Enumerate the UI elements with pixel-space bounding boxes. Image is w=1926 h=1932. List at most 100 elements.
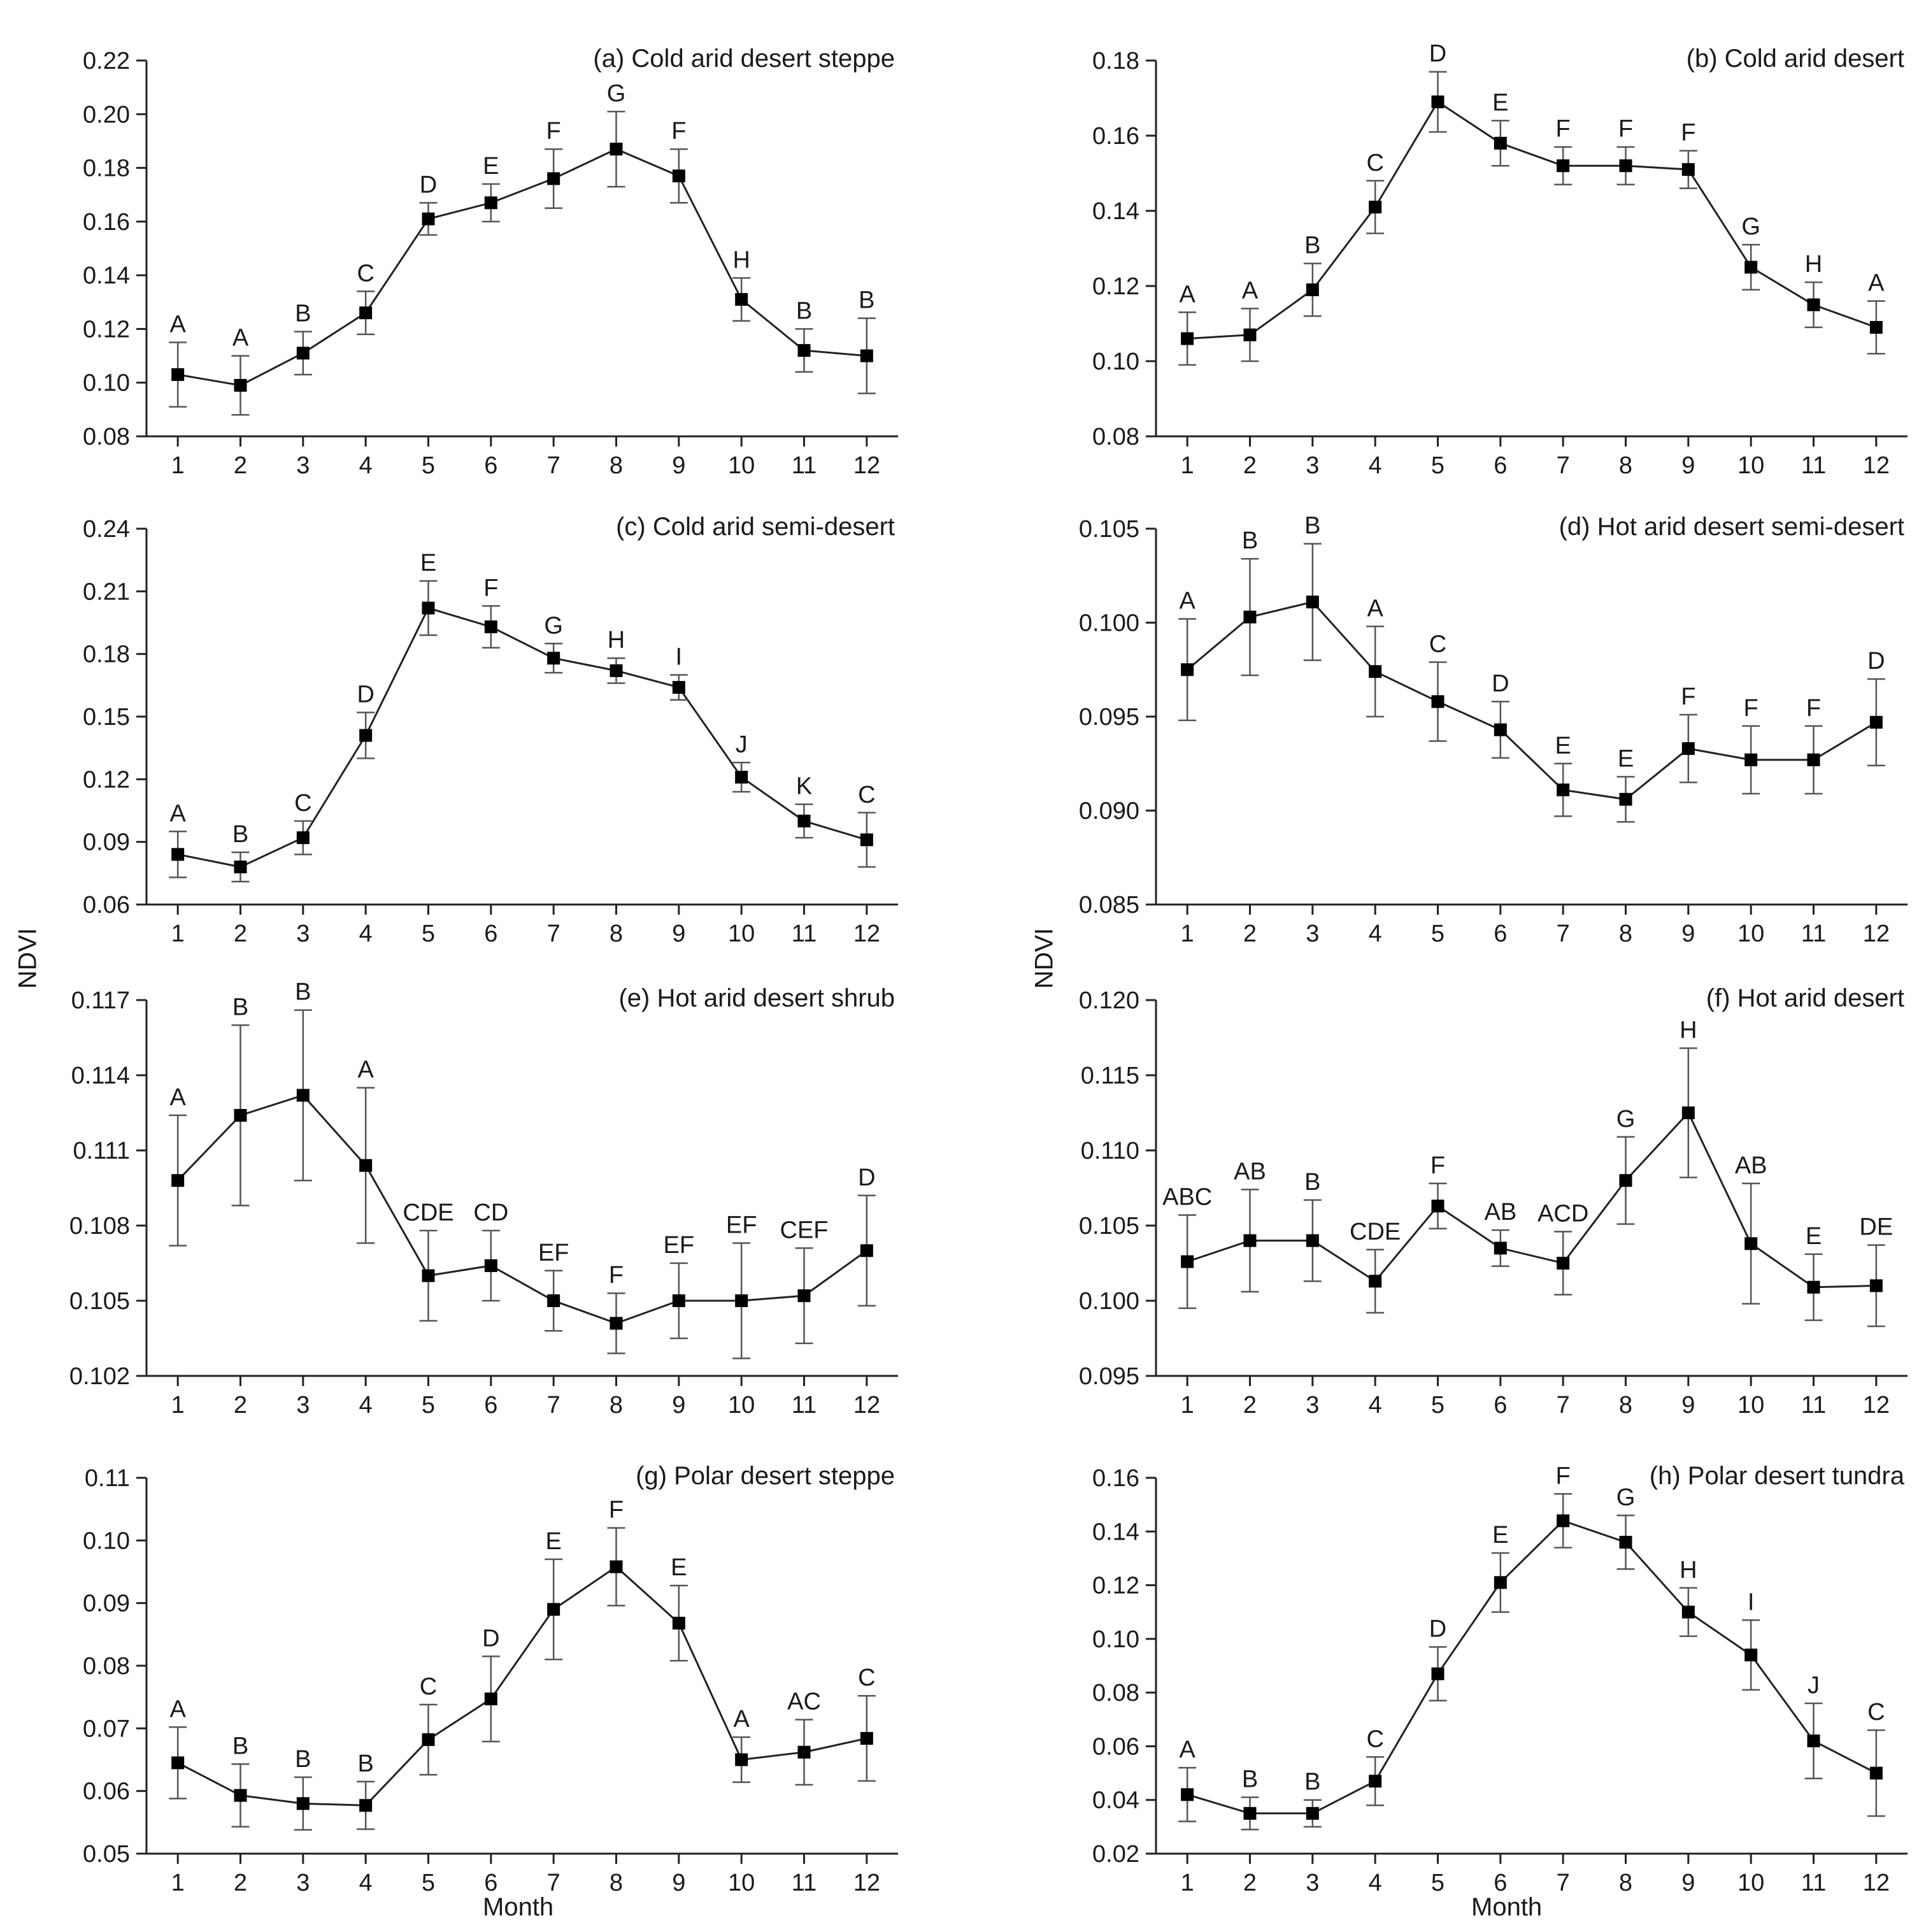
data-point bbox=[672, 1617, 685, 1630]
data-point bbox=[171, 1756, 185, 1770]
y-tick-label: 0.090 bbox=[1079, 798, 1139, 825]
x-tick-label: 6 bbox=[484, 920, 497, 947]
significance-letter: AB bbox=[1735, 1152, 1767, 1179]
x-tick-label: 5 bbox=[1431, 920, 1444, 947]
data-point bbox=[1619, 792, 1632, 806]
data-point bbox=[1557, 784, 1570, 797]
significance-letter: F bbox=[671, 118, 686, 145]
data-point bbox=[547, 1294, 560, 1307]
x-tick-label: 11 bbox=[792, 1392, 817, 1419]
data-point bbox=[359, 1159, 373, 1172]
x-tick-label: 12 bbox=[853, 1870, 880, 1896]
significance-letter: B bbox=[295, 979, 311, 1006]
data-point bbox=[1369, 1775, 1382, 1788]
data-point bbox=[797, 814, 811, 827]
significance-letter: D bbox=[420, 171, 437, 198]
x-tick-label: 4 bbox=[1369, 1392, 1382, 1419]
data-point bbox=[860, 1732, 873, 1745]
x-tick-label: 12 bbox=[1863, 1392, 1890, 1419]
data-point bbox=[1869, 715, 1883, 729]
y-tick-label: 0.08 bbox=[1092, 424, 1139, 450]
significance-letter: ACD bbox=[1537, 1200, 1588, 1227]
significance-letter: CDE bbox=[403, 1199, 453, 1226]
data-point bbox=[1181, 1255, 1194, 1268]
x-tick-label: 11 bbox=[1801, 920, 1826, 947]
panel-title: (g) Polar desert steppe bbox=[636, 1462, 895, 1490]
y-tick-label: 0.117 bbox=[71, 987, 130, 1014]
significance-letter: B bbox=[796, 297, 812, 324]
x-tick-label: 2 bbox=[234, 1870, 247, 1896]
significance-letter: A bbox=[1179, 588, 1195, 615]
y-tick-label: 0.24 bbox=[83, 516, 130, 543]
x-tick-label: 5 bbox=[422, 1870, 435, 1896]
panel-a: 0.080.100.120.140.160.180.200.221 2 3 4 5 6 7 8… bbox=[83, 45, 898, 479]
significance-letter: E bbox=[1555, 733, 1571, 759]
y-tick-label: 0.14 bbox=[1092, 1519, 1139, 1545]
y-tick-label: 0.105 bbox=[1079, 516, 1139, 543]
y-tick-label: 0.102 bbox=[69, 1363, 130, 1390]
data-point bbox=[1619, 1536, 1632, 1549]
y-tick-label: 0.12 bbox=[1092, 273, 1139, 300]
data-point bbox=[735, 771, 748, 784]
data-point bbox=[171, 368, 185, 382]
data-point bbox=[422, 601, 435, 615]
y-tick-label: 0.18 bbox=[83, 641, 130, 668]
significance-letter: C bbox=[357, 260, 374, 287]
x-tick-label: 10 bbox=[1737, 1392, 1764, 1419]
y-tick-label: 0.10 bbox=[83, 1528, 130, 1554]
y-tick-label: 0.10 bbox=[83, 370, 130, 397]
y-tick-label: 0.15 bbox=[83, 704, 130, 731]
data-point bbox=[1869, 320, 1883, 334]
significance-letter: F bbox=[609, 1262, 624, 1289]
x-tick-label: 9 bbox=[672, 1392, 685, 1419]
x-tick-label: 9 bbox=[672, 1870, 685, 1896]
significance-letter: A bbox=[232, 325, 249, 352]
significance-letter: EF bbox=[664, 1232, 695, 1259]
y-tick-label: 0.05 bbox=[83, 1841, 130, 1868]
significance-letter: A bbox=[169, 311, 186, 338]
data-point bbox=[610, 1560, 623, 1573]
significance-letter: J bbox=[736, 731, 748, 758]
significance-letter: F bbox=[1430, 1152, 1445, 1179]
data-point bbox=[1744, 261, 1758, 274]
x-tick-label: 9 bbox=[1681, 920, 1695, 947]
data-point bbox=[1431, 1199, 1444, 1213]
y-tick-label: 0.095 bbox=[1079, 704, 1139, 731]
y-tick-label: 0.21 bbox=[83, 578, 130, 605]
significance-letter: A bbox=[1868, 270, 1885, 297]
y-tick-label: 0.095 bbox=[1079, 1363, 1139, 1390]
data-point bbox=[860, 833, 873, 847]
x-tick-label: 3 bbox=[296, 1870, 310, 1896]
data-point bbox=[234, 861, 247, 873]
panel-title: (h) Polar desert tundra bbox=[1650, 1462, 1905, 1490]
y-tick-label: 0.18 bbox=[1092, 48, 1139, 75]
data-point bbox=[1681, 163, 1695, 176]
x-tick-label: 4 bbox=[1369, 452, 1382, 479]
significance-letter: K bbox=[796, 773, 812, 800]
significance-letter: G bbox=[607, 80, 626, 107]
significance-letter: A bbox=[1179, 1736, 1195, 1763]
series-line bbox=[1187, 100, 1877, 340]
x-tick-label: 4 bbox=[1369, 1870, 1382, 1896]
data-point bbox=[234, 1789, 247, 1802]
significance-letter: A bbox=[169, 1084, 186, 1111]
x-tick-label: 2 bbox=[234, 452, 247, 479]
data-point bbox=[1369, 665, 1382, 678]
panel-title: (c) Cold arid semi-desert bbox=[616, 513, 895, 541]
series-line bbox=[177, 606, 867, 868]
y-tick-label: 0.100 bbox=[1079, 1288, 1139, 1315]
x-tick-label: 5 bbox=[422, 920, 435, 947]
panel-title: (e) Hot arid desert shrub bbox=[618, 984, 895, 1012]
significance-letter: E bbox=[1618, 745, 1634, 772]
x-tick-label: 7 bbox=[547, 920, 560, 947]
significance-letter: D bbox=[858, 1164, 875, 1191]
x-tick-label: 1 bbox=[1181, 1392, 1194, 1419]
significance-letter: G bbox=[544, 612, 563, 639]
panel-title: (a) Cold arid desert steppe bbox=[593, 45, 895, 73]
data-point bbox=[610, 1317, 623, 1330]
significance-letter: AB bbox=[1234, 1158, 1266, 1185]
data-point bbox=[1306, 283, 1319, 296]
x-tick-label: 1 bbox=[1181, 452, 1194, 479]
data-point bbox=[735, 1294, 748, 1307]
